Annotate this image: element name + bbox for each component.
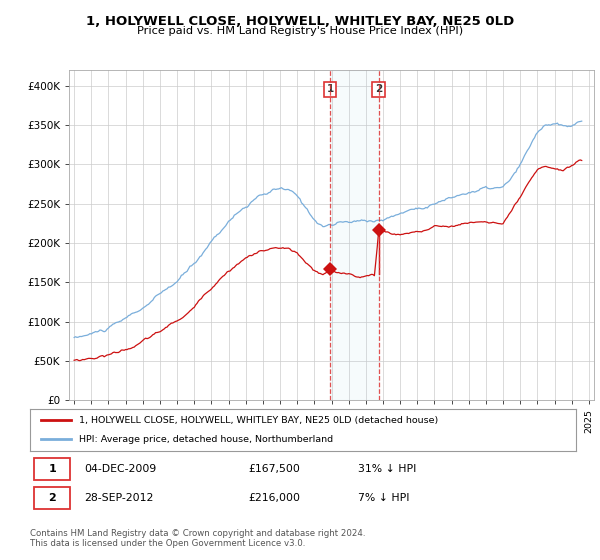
- Text: 7% ↓ HPI: 7% ↓ HPI: [358, 493, 409, 503]
- Text: £216,000: £216,000: [248, 493, 301, 503]
- Text: 1: 1: [326, 84, 334, 94]
- Text: 04-DEC-2009: 04-DEC-2009: [85, 464, 157, 474]
- Text: £167,500: £167,500: [248, 464, 300, 474]
- Text: 1: 1: [48, 464, 56, 474]
- Bar: [330, 70, 379, 400]
- Text: Contains HM Land Registry data © Crown copyright and database right 2024.
This d: Contains HM Land Registry data © Crown c…: [30, 529, 365, 548]
- Text: 28-SEP-2012: 28-SEP-2012: [85, 493, 154, 503]
- Text: 2: 2: [375, 84, 382, 94]
- FancyBboxPatch shape: [34, 459, 70, 480]
- FancyBboxPatch shape: [34, 487, 70, 508]
- Text: 2: 2: [48, 493, 56, 503]
- Text: 1, HOLYWELL CLOSE, HOLYWELL, WHITLEY BAY, NE25 0LD: 1, HOLYWELL CLOSE, HOLYWELL, WHITLEY BAY…: [86, 15, 514, 28]
- Text: Price paid vs. HM Land Registry's House Price Index (HPI): Price paid vs. HM Land Registry's House …: [137, 26, 463, 36]
- Text: HPI: Average price, detached house, Northumberland: HPI: Average price, detached house, Nort…: [79, 435, 333, 444]
- Text: 31% ↓ HPI: 31% ↓ HPI: [358, 464, 416, 474]
- Text: 1, HOLYWELL CLOSE, HOLYWELL, WHITLEY BAY, NE25 0LD (detached house): 1, HOLYWELL CLOSE, HOLYWELL, WHITLEY BAY…: [79, 416, 439, 424]
